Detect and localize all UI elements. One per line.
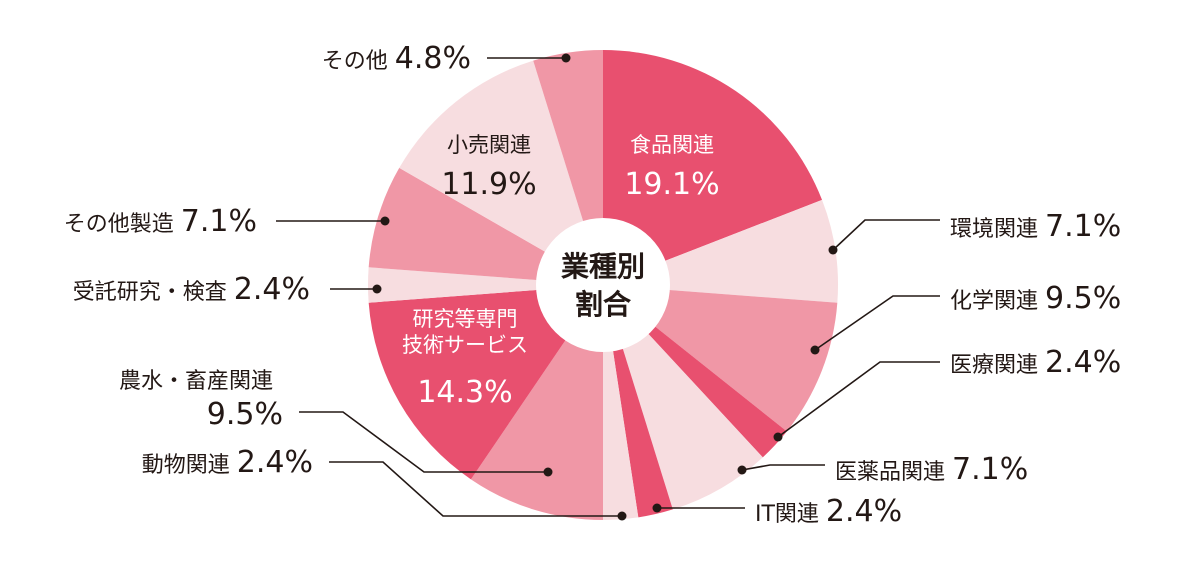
slice-label-3: 医療関連 2.4% bbox=[950, 345, 1121, 380]
slice-value-6: 2.4% bbox=[237, 445, 313, 480]
slice-11 bbox=[399, 60, 603, 286]
slice-label-12: その他 4.8% bbox=[322, 41, 471, 76]
leader-line-4 bbox=[741, 464, 825, 471]
leader-line-3 bbox=[777, 361, 940, 438]
slice-value-8: 14.3% bbox=[417, 375, 512, 410]
leader-dot-12 bbox=[561, 53, 571, 63]
leader-line-1 bbox=[832, 219, 940, 251]
slice-value-0: 19.1% bbox=[624, 167, 719, 202]
leader-dot-9 bbox=[372, 284, 382, 294]
slice-name-1: 環境関連 bbox=[950, 217, 1045, 242]
slice-8 bbox=[368, 285, 603, 480]
leader-dot-7 bbox=[543, 467, 553, 477]
slice-2 bbox=[603, 285, 838, 432]
leader-line-7 bbox=[299, 411, 548, 473]
slice-name-7: 農水・畜産関連 bbox=[119, 369, 273, 394]
slice-name-9: 受託研究・検査 bbox=[73, 280, 234, 305]
slice-name-10: その他製造 bbox=[64, 212, 181, 237]
slice-value-7: 9.5% bbox=[207, 397, 283, 432]
slice-label-9: 受託研究・検査 2.4% bbox=[73, 272, 310, 307]
leader-dot-3 bbox=[773, 432, 783, 442]
slice-name-0: 食品関連 bbox=[630, 133, 714, 157]
slice-name-4: 医薬品関連 bbox=[835, 460, 952, 485]
leader-line-2 bbox=[814, 295, 940, 351]
slice-label-5: IT関連 2.4% bbox=[755, 494, 902, 529]
slice-value-10: 7.1% bbox=[181, 204, 257, 239]
slice-label-10: その他製造 7.1% bbox=[64, 204, 257, 239]
leader-dot-2 bbox=[810, 345, 820, 355]
leader-line-6 bbox=[329, 461, 622, 517]
slice-name-6: 動物関連 bbox=[142, 453, 237, 478]
slice-0 bbox=[603, 50, 823, 285]
slice-name-8-1: 技術サービス bbox=[402, 333, 528, 357]
leader-dot-5 bbox=[652, 503, 662, 513]
center-label-line-1: 業種別 bbox=[561, 250, 645, 283]
slice-value-11: 11.9% bbox=[441, 167, 536, 202]
leader-dot-10 bbox=[380, 216, 390, 226]
slice-label-2: 化学関連 9.5% bbox=[950, 281, 1121, 316]
slice-name-11: 小売関連 bbox=[447, 133, 531, 157]
slice-4 bbox=[603, 285, 763, 510]
slice-labels: 食品関連 19.1% 環境関連 7.1% 化学関連 9.5% 医療関連 2.4% 医薬品関… bbox=[64, 41, 1121, 529]
slice-label-4: 医薬品関連 7.1% bbox=[835, 452, 1028, 487]
slice-name-2: 化学関連 bbox=[950, 289, 1045, 314]
slice-label-1: 環境関連 7.1% bbox=[950, 209, 1121, 244]
slice-name-5: IT関連 bbox=[755, 502, 826, 527]
leader-lines bbox=[276, 53, 940, 521]
slice-name-3: 医療関連 bbox=[950, 353, 1045, 378]
slice-label-6: 動物関連 2.4% bbox=[142, 445, 313, 480]
slice-value-2: 9.5% bbox=[1045, 281, 1121, 316]
slice-value-3: 2.4% bbox=[1045, 345, 1121, 380]
slice-name-8-0: 研究等専門 bbox=[413, 307, 518, 331]
center-label-line-2: 割合 bbox=[575, 288, 632, 321]
slice-value-1: 7.1% bbox=[1045, 209, 1121, 244]
slice-value-9: 2.4% bbox=[234, 272, 310, 307]
slice-9 bbox=[368, 267, 603, 303]
slice-value-12: 4.8% bbox=[395, 41, 471, 76]
slice-value-5: 2.4% bbox=[826, 494, 902, 529]
slice-name-12: その他 bbox=[322, 49, 395, 74]
center-hole bbox=[536, 218, 670, 352]
slice-value-4: 7.1% bbox=[952, 452, 1028, 487]
leader-dot-1 bbox=[828, 245, 838, 255]
leader-dot-6 bbox=[617, 511, 627, 521]
slice-7 bbox=[470, 285, 603, 520]
leader-dot-4 bbox=[737, 465, 747, 475]
